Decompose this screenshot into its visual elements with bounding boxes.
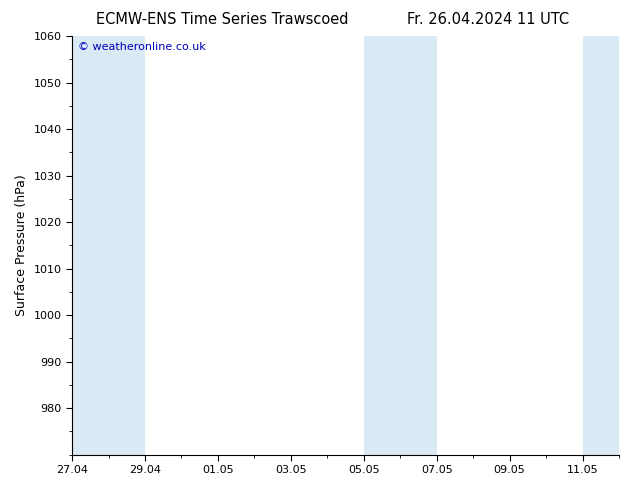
Text: © weatheronline.co.uk: © weatheronline.co.uk bbox=[77, 43, 205, 52]
Bar bbox=[400, 36, 437, 455]
Text: Fr. 26.04.2024 11 UTC: Fr. 26.04.2024 11 UTC bbox=[407, 12, 569, 27]
Bar bbox=[72, 36, 108, 455]
Text: ECMW-ENS Time Series Trawscoed: ECMW-ENS Time Series Trawscoed bbox=[96, 12, 348, 27]
Bar bbox=[108, 36, 145, 455]
Y-axis label: Surface Pressure (hPa): Surface Pressure (hPa) bbox=[15, 174, 28, 316]
Bar bbox=[364, 36, 400, 455]
Bar bbox=[583, 36, 619, 455]
